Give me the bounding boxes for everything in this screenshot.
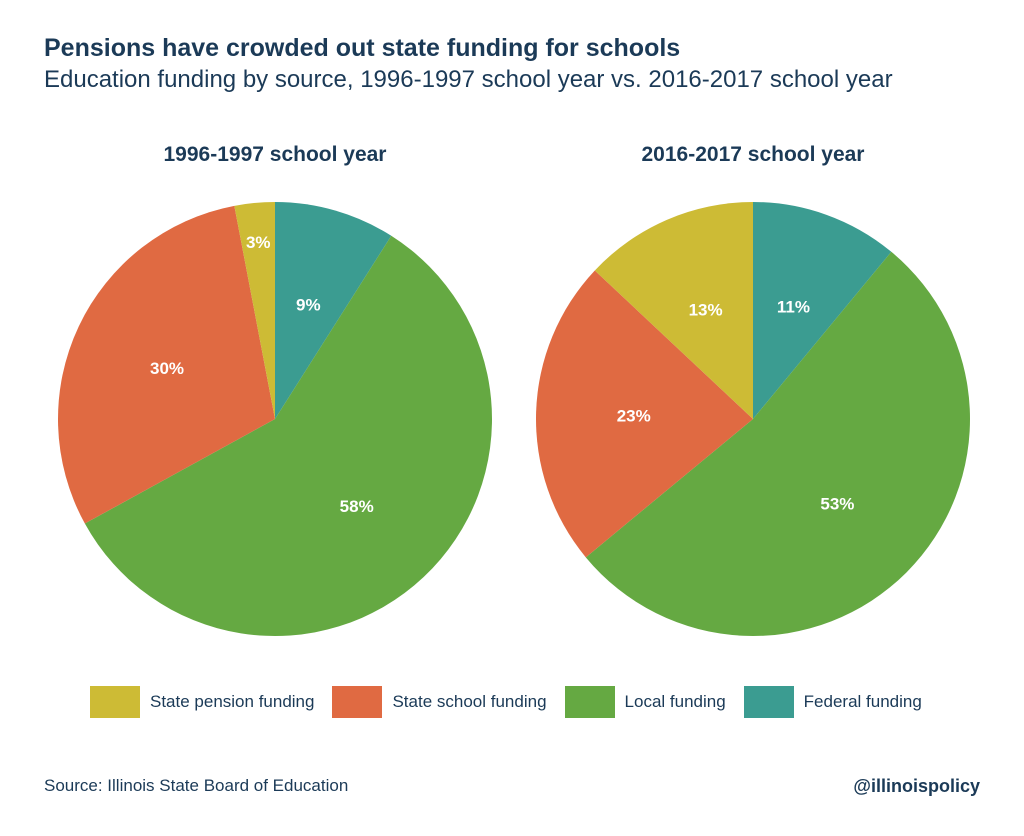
legend-label-state-school: State school funding: [392, 692, 547, 711]
slice-label-federal-1996-1997: 9%: [296, 295, 321, 314]
chart-title: Pensions have crowded out state funding …: [44, 34, 681, 62]
pie-slice-state-pension-1996-1997: [234, 202, 275, 419]
legend-item-federal: Federal funding: [743, 686, 922, 718]
pie-slice-state-school-1996-1997: [57, 205, 275, 524]
pie-slice-state-pension-2016-2017: [594, 202, 753, 419]
legend-label-local: Local funding: [624, 692, 726, 711]
pie-slice-federal-1996-1997: [275, 202, 392, 419]
pie-slice-local-1996-1997: [84, 235, 493, 637]
slice-label-local-2016-2017: 53%: [820, 494, 854, 513]
slice-label-federal-2016-2017: 11%: [777, 298, 810, 317]
legend-swatch-local: [564, 686, 615, 718]
social-handle: @illinoispolicy: [853, 776, 980, 796]
legend-item-state-school: State school funding: [332, 686, 547, 718]
legend-swatch-state-school: [332, 686, 383, 718]
pie-title-1996-1997: 1996-1997 school year: [164, 143, 387, 166]
pie-slice-local-2016-2017: [585, 251, 971, 637]
slice-label-state-pension-1996-1997: 3%: [246, 233, 271, 252]
legend-label-federal: Federal funding: [803, 692, 922, 711]
pie-title-2016-2017: 2016-2017 school year: [642, 143, 865, 166]
pie-charts: 1996-1997 school year 9% 58% 30% 3% 2016-2017…: [57, 143, 971, 637]
slice-label-state-school-2016-2017: 23%: [617, 406, 651, 425]
chart-subtitle: Education funding by source, 1996-1997 s…: [44, 66, 893, 93]
source-note: Source: Illinois State Board of Educatio…: [44, 776, 349, 795]
slice-label-local-1996-1997: 58%: [340, 497, 374, 516]
pie-slice-state-school-2016-2017: [536, 270, 753, 558]
legend-item-state-pension: State pension funding: [90, 686, 314, 718]
legend-swatch-state-pension: [90, 686, 140, 718]
legend-swatch-federal: [743, 686, 794, 718]
legend-item-local: Local funding: [564, 686, 726, 718]
slice-label-state-school-1996-1997: 30%: [150, 359, 184, 378]
legend-label-state-pension: State pension funding: [150, 692, 315, 711]
slice-label-state-pension-2016-2017: 13%: [689, 300, 723, 319]
pie-slice-federal-2016-2017: [753, 202, 892, 419]
legend: State pension funding State school fundi…: [90, 686, 940, 718]
